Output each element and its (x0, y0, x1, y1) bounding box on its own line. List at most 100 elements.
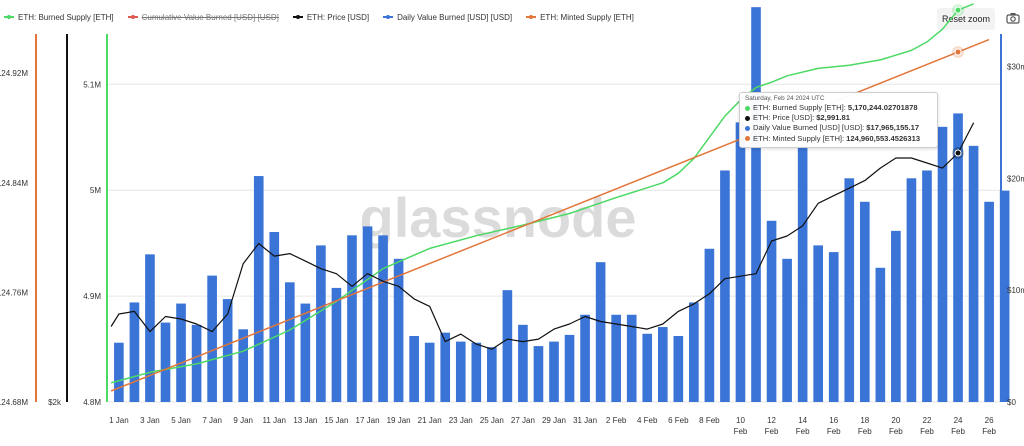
legend-swatch (526, 14, 537, 19)
legend-label: ETH: Burned Supply [ETH] (18, 12, 114, 22)
x-tick-label: 25 Jan (480, 416, 504, 425)
bar-day-46 (813, 245, 823, 402)
bar-day-26 (502, 290, 513, 402)
bar-day-44 (782, 258, 792, 402)
hover-markers (952, 4, 965, 159)
bar-day-40 (720, 170, 730, 402)
x-tick-label: 11 Jan (263, 416, 286, 425)
bar-day-23 (455, 341, 466, 402)
bar-day-13 (300, 303, 311, 402)
tooltip-value: 5,170,244.02701878 (847, 103, 918, 112)
minted-tick-label: 124.92M (0, 69, 28, 78)
x-tick-label: 5 Jan (171, 416, 191, 425)
bar-day-50 (875, 267, 886, 402)
x-tick-label: 26 (985, 416, 994, 425)
x-tick-label: 7 Jan (202, 416, 222, 425)
bar-day-39 (704, 248, 715, 402)
reset-zoom-button[interactable]: Reset zoom (937, 8, 995, 30)
tooltip-label: ETH: Minted Supply [ETH]: (753, 133, 845, 143)
bar-day-14 (316, 245, 326, 402)
bar-day-10 (253, 176, 264, 402)
bar-day-18 (378, 235, 388, 402)
bar-day-42 (751, 7, 761, 402)
daily-value-tick-label: $10m (1007, 286, 1024, 295)
x-tick-label: 13 Jan (293, 416, 317, 425)
camera-icon[interactable] (1006, 12, 1020, 24)
x-tick-label: 6 Feb (668, 416, 689, 425)
tooltip-value: $2,991.81 (816, 113, 850, 123)
bar-day-51 (891, 230, 901, 402)
x-tick-label: 27 Jan (511, 416, 535, 425)
x-tick-label: 14 (798, 416, 807, 425)
bar-day-19 (393, 258, 404, 402)
x-tick-label: 1 Jan (109, 416, 129, 425)
bar-day-35 (642, 333, 653, 402)
hover-marker (954, 149, 962, 157)
tooltip-dot (745, 115, 750, 121)
burned-tick-label: 4.8M (83, 398, 101, 407)
bar-day-31 (580, 314, 590, 402)
tooltip-row: ETH: Burned Supply [ETH]: 5,170,244.02701… (745, 103, 932, 113)
tooltip-label: Daily Value Burned [USD] [USD]: (753, 123, 865, 133)
x-tick-label: Feb (920, 427, 934, 436)
bar-day-16 (347, 235, 357, 402)
x-tick-label: 8 Feb (699, 416, 720, 425)
x-tick-label: 19 Jan (387, 416, 411, 425)
bar-day-28 (533, 346, 544, 402)
legend-item-0[interactable]: ETH: Burned Supply [ETH] (4, 13, 114, 22)
x-tick-label: 2 Feb (606, 416, 627, 425)
bar-day-20 (409, 336, 419, 402)
x-tick-label: 17 Jan (356, 416, 380, 425)
bar-day-3 (145, 254, 155, 402)
legend-item-3[interactable]: Daily Value Burned [USD] [USD] (383, 13, 512, 22)
x-tick-label: 29 Jan (542, 416, 566, 425)
bar-day-54 (937, 126, 948, 403)
bar-day-25 (487, 347, 497, 402)
bar-day-32 (595, 262, 606, 402)
bar-day-38 (689, 302, 699, 402)
bar-day-8 (222, 299, 233, 402)
legend-item-4[interactable]: ETH: Minted Supply [ETH] (526, 13, 634, 22)
bar-day-34 (626, 314, 637, 402)
x-tick-label: 21 Jan (418, 416, 442, 425)
bar-day-1 (114, 342, 124, 402)
legend-item-1[interactable]: Cumulative Value Burned [USD] [USD] (127, 13, 279, 22)
daily-value-bars (114, 7, 1010, 403)
x-tick-label: 15 Jan (324, 416, 348, 425)
x-tick-label: 10 (736, 416, 745, 425)
bar-day-57 (984, 201, 994, 402)
bar-day-15 (331, 287, 342, 402)
watermark: glassnode (360, 186, 637, 249)
bar-day-58 (999, 190, 1010, 402)
legend-item-2[interactable]: ETH: Price [USD] (292, 13, 369, 22)
bar-day-48 (844, 178, 855, 402)
daily-value-tick-label: $20m (1007, 174, 1024, 183)
x-tick-label: 31 Jan (573, 416, 597, 425)
price-tick-label: $2k (48, 398, 62, 407)
tooltip-row: ETH: Price [USD]: $2,991.81 (745, 113, 932, 123)
bar-day-17 (362, 226, 373, 402)
hover-tooltip: Saturday, Feb 24 2024 UTC ETH: Burned Su… (739, 92, 938, 148)
legend-swatch (127, 14, 138, 19)
bar-day-2 (129, 302, 140, 402)
legend-swatch (292, 14, 303, 19)
tooltip-dot (745, 126, 750, 131)
bar-day-36 (657, 327, 668, 402)
burned-tick-label: 5.1M (83, 80, 101, 89)
x-tick-label: 18 (860, 416, 869, 425)
x-tick-label: 24 (954, 416, 963, 425)
x-tick-label: 22 (923, 416, 932, 425)
bar-day-55 (953, 113, 963, 402)
bar-day-43 (766, 220, 777, 402)
x-tick-label: Feb (889, 427, 903, 436)
minted-tick-label: 124.84M (0, 179, 28, 188)
bar-day-45 (797, 145, 808, 402)
bar-day-27 (518, 324, 528, 402)
x-tick-label: 20 (891, 416, 900, 425)
x-tick-label: Feb (796, 427, 810, 436)
x-tick-label: Feb (765, 427, 779, 436)
bar-day-30 (564, 334, 575, 402)
x-tick-label: 16 (829, 416, 838, 425)
x-tick-label: 23 Jan (449, 416, 473, 425)
